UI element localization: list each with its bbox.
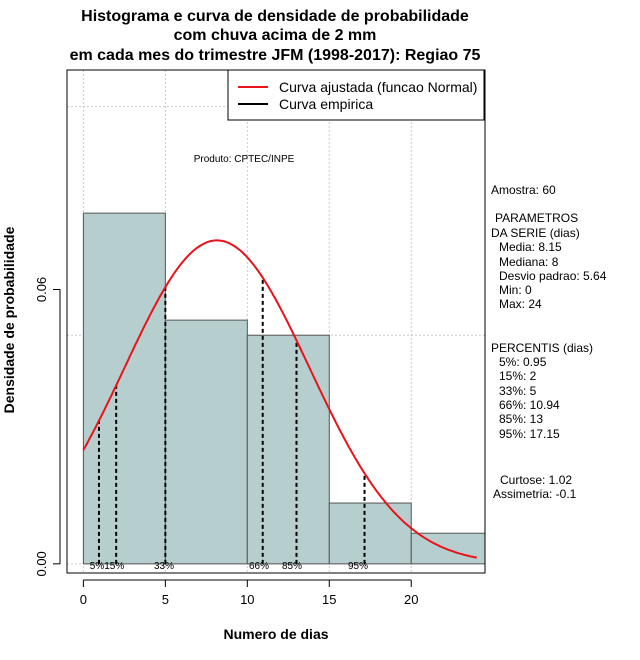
params-title-1: PARAMETROS [495, 211, 578, 225]
chart-title-line-3: em cada mes do trimestre JFM (1998-2017)… [70, 47, 481, 64]
y-axis-label: Densidade de probabilidade [1, 226, 17, 413]
stat-sd: Desvio padrao: 5.64 [499, 269, 607, 283]
histogram-bar-3 [246, 334, 330, 565]
normal-fit-curve [82, 239, 477, 559]
x-tick-label-5: 5 [162, 592, 169, 607]
percentile-33: 33%: 5 [499, 384, 537, 398]
x-tick-label-0: 0 [80, 592, 87, 607]
percentile-lines [97, 277, 366, 564]
percentile-95: 95%: 17.15 [499, 427, 560, 441]
x-axis-label: Numero de dias [223, 626, 328, 642]
histogram-bar-4 [328, 502, 412, 565]
percentile-label-95: 95% [348, 561, 368, 572]
chart-title-line-1: Histograma e curva de densidade de proba… [81, 8, 469, 25]
y-tick-label-0: 0.00 [34, 551, 49, 576]
chart-title-line-2: com chuva acima de 2 mm [174, 27, 377, 44]
histogram-bar-5 [410, 532, 486, 565]
stat-max: Max: 24 [499, 297, 542, 311]
stat-min: Min: 0 [499, 283, 532, 297]
sample-size: Amostra: 60 [491, 183, 556, 197]
statistics-panel: Amostra: 60 PARAMETROS DA SERIE (dias) M… [491, 183, 607, 501]
percentile-label-33: 33% [154, 561, 174, 572]
percentile-5: 5%: 0.95 [499, 355, 547, 369]
percentile-label-85: 85% [282, 561, 302, 572]
histogram-bar-2 [164, 319, 248, 565]
stat-kurtosis: Curtose: 1.02 [500, 473, 572, 487]
x-tick-label-20: 20 [404, 592, 418, 607]
x-tick-label-15: 15 [322, 592, 336, 607]
histogram-bars [82, 212, 486, 565]
y-tick-label-1: 0.06 [34, 277, 49, 302]
percentile-66: 66%: 10.94 [499, 398, 560, 412]
percentiles-title: PERCENTIS (dias) [491, 341, 593, 355]
legend-fit-label: Curva ajustada (funcao Normal) [279, 79, 477, 95]
percentile-85: 85%: 13 [499, 412, 543, 426]
params-title-2: DA SERIE (dias) [491, 226, 580, 240]
x-axis: 0 5 10 15 20 [80, 579, 418, 607]
stat-skewness: Assimetria: -0.1 [493, 487, 577, 501]
percentile-15: 15%: 2 [499, 369, 537, 383]
percentile-label-66: 66% [249, 561, 269, 572]
histogram-bar-1 [82, 212, 166, 565]
percentile-label-5-15: 5%15% [90, 561, 125, 572]
legend-box [227, 69, 485, 121]
stat-median: Mediana: 8 [499, 255, 559, 269]
x-tick-label-10: 10 [240, 592, 254, 607]
stat-mean: Media: 8.15 [499, 240, 562, 254]
legend: Curva ajustada (funcao Normal) Curva emp… [227, 69, 485, 121]
legend-empirical-label: Curva empirica [279, 96, 373, 112]
y-axis: 0.00 0.06 [34, 277, 61, 577]
product-annotation: Produto: CPTEC/INPE [194, 154, 295, 165]
